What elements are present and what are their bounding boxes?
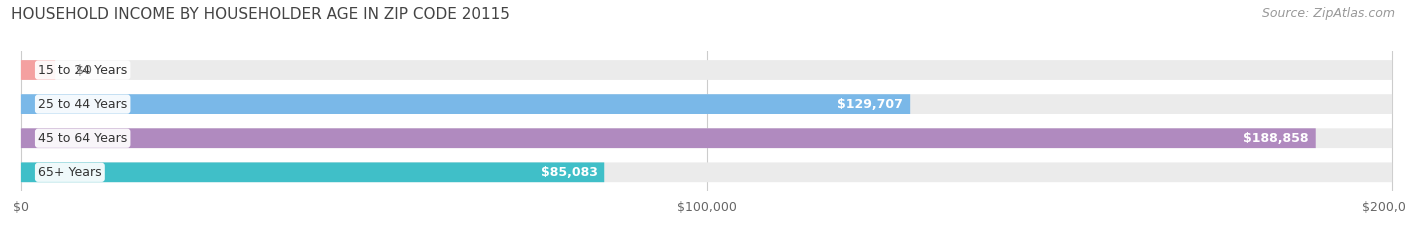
Text: HOUSEHOLD INCOME BY HOUSEHOLDER AGE IN ZIP CODE 20115: HOUSEHOLD INCOME BY HOUSEHOLDER AGE IN Z… [11, 7, 510, 22]
Text: $0: $0 [76, 64, 91, 76]
Text: Source: ZipAtlas.com: Source: ZipAtlas.com [1261, 7, 1395, 20]
FancyBboxPatch shape [21, 162, 605, 182]
Text: 25 to 44 Years: 25 to 44 Years [38, 98, 128, 111]
Text: 45 to 64 Years: 45 to 64 Years [38, 132, 128, 145]
FancyBboxPatch shape [21, 128, 1316, 148]
Text: 15 to 24 Years: 15 to 24 Years [38, 64, 128, 76]
FancyBboxPatch shape [21, 60, 1392, 80]
Text: $85,083: $85,083 [540, 166, 598, 179]
FancyBboxPatch shape [21, 162, 1392, 182]
Text: 65+ Years: 65+ Years [38, 166, 101, 179]
FancyBboxPatch shape [21, 94, 910, 114]
Text: $129,707: $129,707 [838, 98, 903, 111]
FancyBboxPatch shape [21, 60, 55, 80]
FancyBboxPatch shape [21, 128, 1392, 148]
Text: $188,858: $188,858 [1243, 132, 1309, 145]
FancyBboxPatch shape [21, 94, 1392, 114]
